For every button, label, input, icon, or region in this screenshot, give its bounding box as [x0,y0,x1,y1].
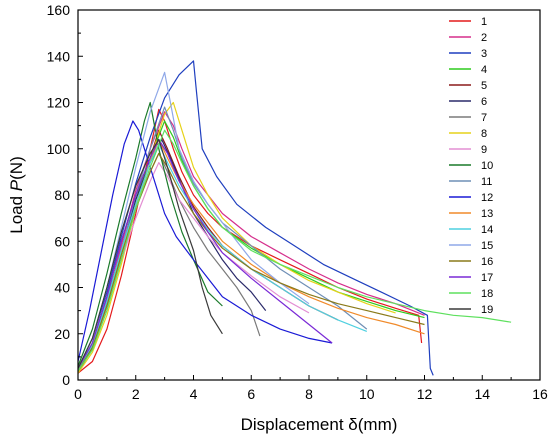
legend-label-18: 18 [481,288,493,300]
y-tick-label: 100 [47,141,71,157]
x-tick-label: 4 [190,386,198,402]
series-line-11 [77,106,368,372]
series-line-19 [77,138,223,369]
y-axis-ticks: 0 20 40 60 80 100 120 140 160 [47,2,83,388]
x-tick-label: 16 [532,386,548,402]
y-axis-title-var: P [7,179,26,191]
x-tick-label: 6 [247,386,255,402]
series-layer [77,60,512,376]
y-axis-title: Load P(N) [7,156,26,234]
y-axis-title-prefix: Load [7,191,26,234]
legend-label-16: 16 [481,256,493,268]
legend-label-7: 7 [481,112,487,124]
legend-label-15: 15 [481,240,493,252]
y-tick-label: 160 [47,2,71,18]
legend-label-10: 10 [481,160,493,172]
series-line-15 [77,71,310,369]
series-line-1 [77,108,423,374]
y-tick-label: 0 [62,372,70,388]
legend-label-1: 1 [481,16,487,28]
y-tick-label: 80 [54,187,70,203]
x-tick-label: 2 [132,386,140,402]
series-line-6 [77,138,267,374]
series-line-2 [77,111,425,369]
y-tick-label: 20 [54,326,70,342]
legend-label-12: 12 [481,192,493,204]
legend-label-8: 8 [481,128,487,140]
series-line-14 [77,143,368,372]
y-tick-label: 140 [47,48,71,64]
legend-label-13: 13 [481,208,493,220]
series-line-8 [77,101,396,374]
legend-label-3: 3 [481,48,487,60]
series-line-12 [77,120,333,362]
legend-label-5: 5 [481,80,487,92]
series-line-16 [77,152,425,372]
x-tick-label: 0 [74,386,82,402]
y-tick-label: 120 [47,95,71,111]
series-line-17 [77,138,333,369]
series-line-13 [77,138,425,372]
legend-label-17: 17 [481,272,493,284]
series-line-18 [77,129,512,372]
y-tick-label: 60 [54,233,70,249]
y-tick-label: 40 [54,280,70,296]
legend-label-2: 2 [481,32,487,44]
x-tick-label: 12 [417,386,433,402]
legend-label-11: 11 [481,176,492,188]
legend-label-4: 4 [481,64,487,76]
legend-label-14: 14 [481,224,493,236]
x-axis-ticks: 0 2 4 6 8 10 12 14 16 [74,375,548,402]
legend-label-6: 6 [481,96,487,108]
legend-label-9: 9 [481,144,487,156]
x-tick-label: 10 [359,386,375,402]
legend-label-19: 19 [481,304,493,316]
y-axis-title-unit: (N) [7,156,26,180]
x-axis-title: Displacement δ(mm) [241,415,398,434]
x-tick-label: 8 [305,386,313,402]
x-tick-label: 14 [474,386,490,402]
